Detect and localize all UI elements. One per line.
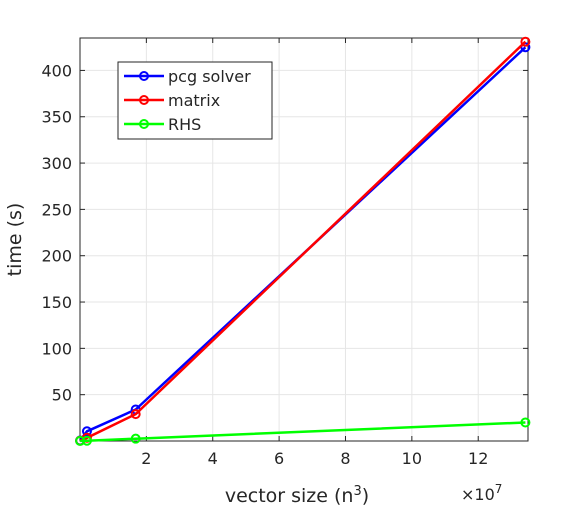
x-axis-title-base: vector size (n [225, 485, 354, 507]
legend-marker [139, 71, 149, 81]
data-point [75, 435, 86, 446]
legend-marker [139, 119, 149, 129]
x-axis-title: vector size (n3) [225, 484, 369, 508]
x-tick-label: 2 [141, 449, 151, 468]
x-axis-exponent-base: ×10 [461, 485, 495, 504]
x-tick-label: 10 [402, 449, 422, 468]
x-tick-label: 4 [208, 449, 218, 468]
legend-label: matrix [168, 91, 220, 110]
data-point [81, 426, 92, 437]
legend-items: pcg solver matrix RHS [124, 67, 251, 134]
data-point [130, 409, 141, 420]
x-axis-exponent-power: 7 [495, 482, 503, 496]
y-tick-label: 350 [41, 108, 72, 127]
y-tick-label: 400 [41, 61, 72, 80]
y-axis-title: time (s) [4, 203, 26, 277]
y-tick-label: 300 [41, 154, 72, 173]
x-axis-title-tail: ) [362, 485, 369, 507]
x-tick-label: 6 [274, 449, 284, 468]
data-point [520, 417, 531, 428]
y-tick-label: 250 [41, 200, 72, 219]
series-line [80, 421, 526, 443]
x-tick-label: 8 [340, 449, 350, 468]
y-tick-label: 150 [41, 293, 72, 312]
legend-label: RHS [168, 115, 201, 134]
grid [80, 38, 528, 441]
legend-label: pcg solver [168, 67, 251, 86]
data-point [130, 433, 141, 444]
y-tick-label: 100 [41, 339, 72, 358]
x-tick-label: 12 [468, 449, 488, 468]
axis-ticks: 2 4 6 8 10 12 50 100 150 200 250 300 350 400 [41, 38, 528, 468]
data-point [520, 36, 531, 47]
series-lines [75, 36, 531, 446]
plot-frame [79, 37, 529, 442]
x-axis-title-superscript: 3 [353, 484, 361, 499]
data-point [81, 435, 92, 446]
x-axis-exponent: ×107 [461, 482, 502, 504]
legend: pcg solver matrix RHS [117, 61, 273, 140]
y-tick-label: 200 [41, 247, 72, 266]
legend-marker [139, 95, 149, 105]
y-tick-label: 50 [52, 386, 72, 405]
